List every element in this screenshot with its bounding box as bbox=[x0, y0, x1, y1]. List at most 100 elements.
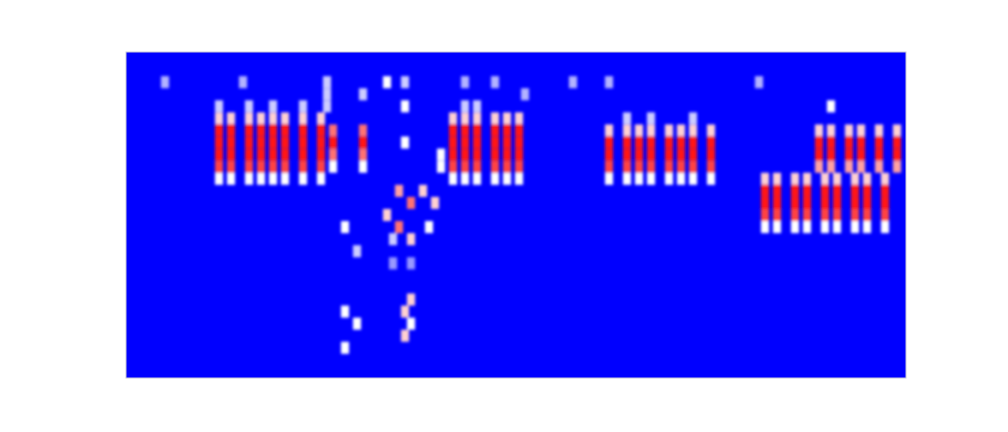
heat-cell bbox=[215, 124, 223, 136]
heat-cell bbox=[359, 124, 367, 136]
heat-cell bbox=[851, 185, 859, 197]
heat-cell bbox=[473, 112, 481, 124]
heat-cell bbox=[425, 221, 433, 233]
heat-cell bbox=[215, 149, 223, 161]
heat-cell bbox=[473, 137, 481, 149]
heat-cell bbox=[761, 185, 769, 197]
heat-cell bbox=[635, 161, 643, 173]
heat-cell bbox=[665, 161, 673, 173]
heat-cell bbox=[515, 124, 523, 136]
heat-cell bbox=[773, 197, 781, 209]
heat-cell bbox=[863, 197, 871, 209]
heat-cell bbox=[359, 161, 367, 173]
heat-cell bbox=[647, 161, 655, 173]
heat-cell bbox=[461, 137, 469, 149]
heat-cell bbox=[803, 221, 811, 233]
heat-cell bbox=[665, 173, 673, 185]
heat-cell bbox=[857, 149, 865, 161]
heat-cell bbox=[317, 124, 325, 136]
heat-cell bbox=[215, 161, 223, 173]
heat-cell bbox=[323, 88, 331, 100]
heat-cell bbox=[227, 149, 235, 161]
heat-cell bbox=[299, 161, 307, 173]
heat-cell bbox=[503, 173, 511, 185]
heat-cell bbox=[623, 112, 631, 124]
heat-cell bbox=[773, 221, 781, 233]
heat-cell bbox=[623, 137, 631, 149]
heat-cell bbox=[323, 76, 331, 88]
heat-cell bbox=[449, 137, 457, 149]
heat-cell bbox=[281, 173, 289, 185]
heat-cell bbox=[257, 112, 265, 124]
heat-cell bbox=[875, 137, 883, 149]
heat-cell bbox=[317, 137, 325, 149]
heat-cell bbox=[803, 209, 811, 221]
heat-cell bbox=[881, 173, 889, 185]
heat-cell bbox=[791, 197, 799, 209]
heat-cell bbox=[677, 137, 685, 149]
heat-cell bbox=[317, 161, 325, 173]
heat-cell bbox=[707, 124, 715, 136]
heat-cell bbox=[215, 112, 223, 124]
heat-cell bbox=[227, 173, 235, 185]
heat-cell bbox=[821, 197, 829, 209]
heat-cell bbox=[875, 161, 883, 173]
heat-cell bbox=[281, 137, 289, 149]
heat-cell bbox=[851, 173, 859, 185]
heat-cell bbox=[395, 221, 403, 233]
heat-cell bbox=[821, 221, 829, 233]
heat-cell bbox=[845, 124, 853, 136]
heat-cell bbox=[605, 76, 613, 88]
heat-cell bbox=[833, 197, 841, 209]
heat-cell bbox=[677, 149, 685, 161]
heat-cell bbox=[893, 137, 901, 149]
heat-cell bbox=[245, 149, 253, 161]
heat-cell bbox=[647, 137, 655, 149]
heat-cell bbox=[707, 173, 715, 185]
heat-cell bbox=[863, 209, 871, 221]
heat-cell bbox=[437, 149, 445, 161]
heat-cell bbox=[857, 161, 865, 173]
heat-cell bbox=[605, 137, 613, 149]
heat-cell bbox=[269, 124, 277, 136]
heat-cell bbox=[353, 318, 361, 330]
heat-cell bbox=[359, 149, 367, 161]
heat-cell bbox=[227, 124, 235, 136]
heat-cell bbox=[407, 197, 415, 209]
heat-cell bbox=[461, 100, 469, 112]
heat-cell bbox=[281, 149, 289, 161]
heat-cell bbox=[677, 124, 685, 136]
heat-cell bbox=[473, 173, 481, 185]
heat-cell bbox=[623, 124, 631, 136]
heat-cell bbox=[893, 124, 901, 136]
heat-cell bbox=[665, 137, 673, 149]
heat-cell bbox=[761, 197, 769, 209]
heat-cell bbox=[317, 149, 325, 161]
heat-cell bbox=[851, 221, 859, 233]
heat-cell bbox=[341, 221, 349, 233]
heat-cell bbox=[245, 124, 253, 136]
heat-cell bbox=[401, 330, 409, 342]
heat-cell bbox=[281, 161, 289, 173]
heat-cell bbox=[623, 173, 631, 185]
heat-cell bbox=[773, 209, 781, 221]
heat-cell bbox=[827, 149, 835, 161]
heat-cell bbox=[329, 149, 337, 161]
heat-cell bbox=[461, 161, 469, 173]
heat-cell bbox=[329, 161, 337, 173]
heat-cell bbox=[317, 112, 325, 124]
plot-background bbox=[126, 52, 906, 378]
heat-cell bbox=[257, 173, 265, 185]
heat-cell bbox=[491, 112, 499, 124]
heat-cell bbox=[689, 173, 697, 185]
heat-cell bbox=[299, 149, 307, 161]
heat-cell bbox=[605, 124, 613, 136]
heat-cell bbox=[281, 124, 289, 136]
heat-cell bbox=[323, 100, 331, 112]
heat-cell bbox=[161, 76, 169, 88]
heat-cell bbox=[281, 112, 289, 124]
heat-cell bbox=[881, 197, 889, 209]
heat-cell bbox=[257, 149, 265, 161]
heat-cell bbox=[437, 161, 445, 173]
heat-cell bbox=[449, 161, 457, 173]
